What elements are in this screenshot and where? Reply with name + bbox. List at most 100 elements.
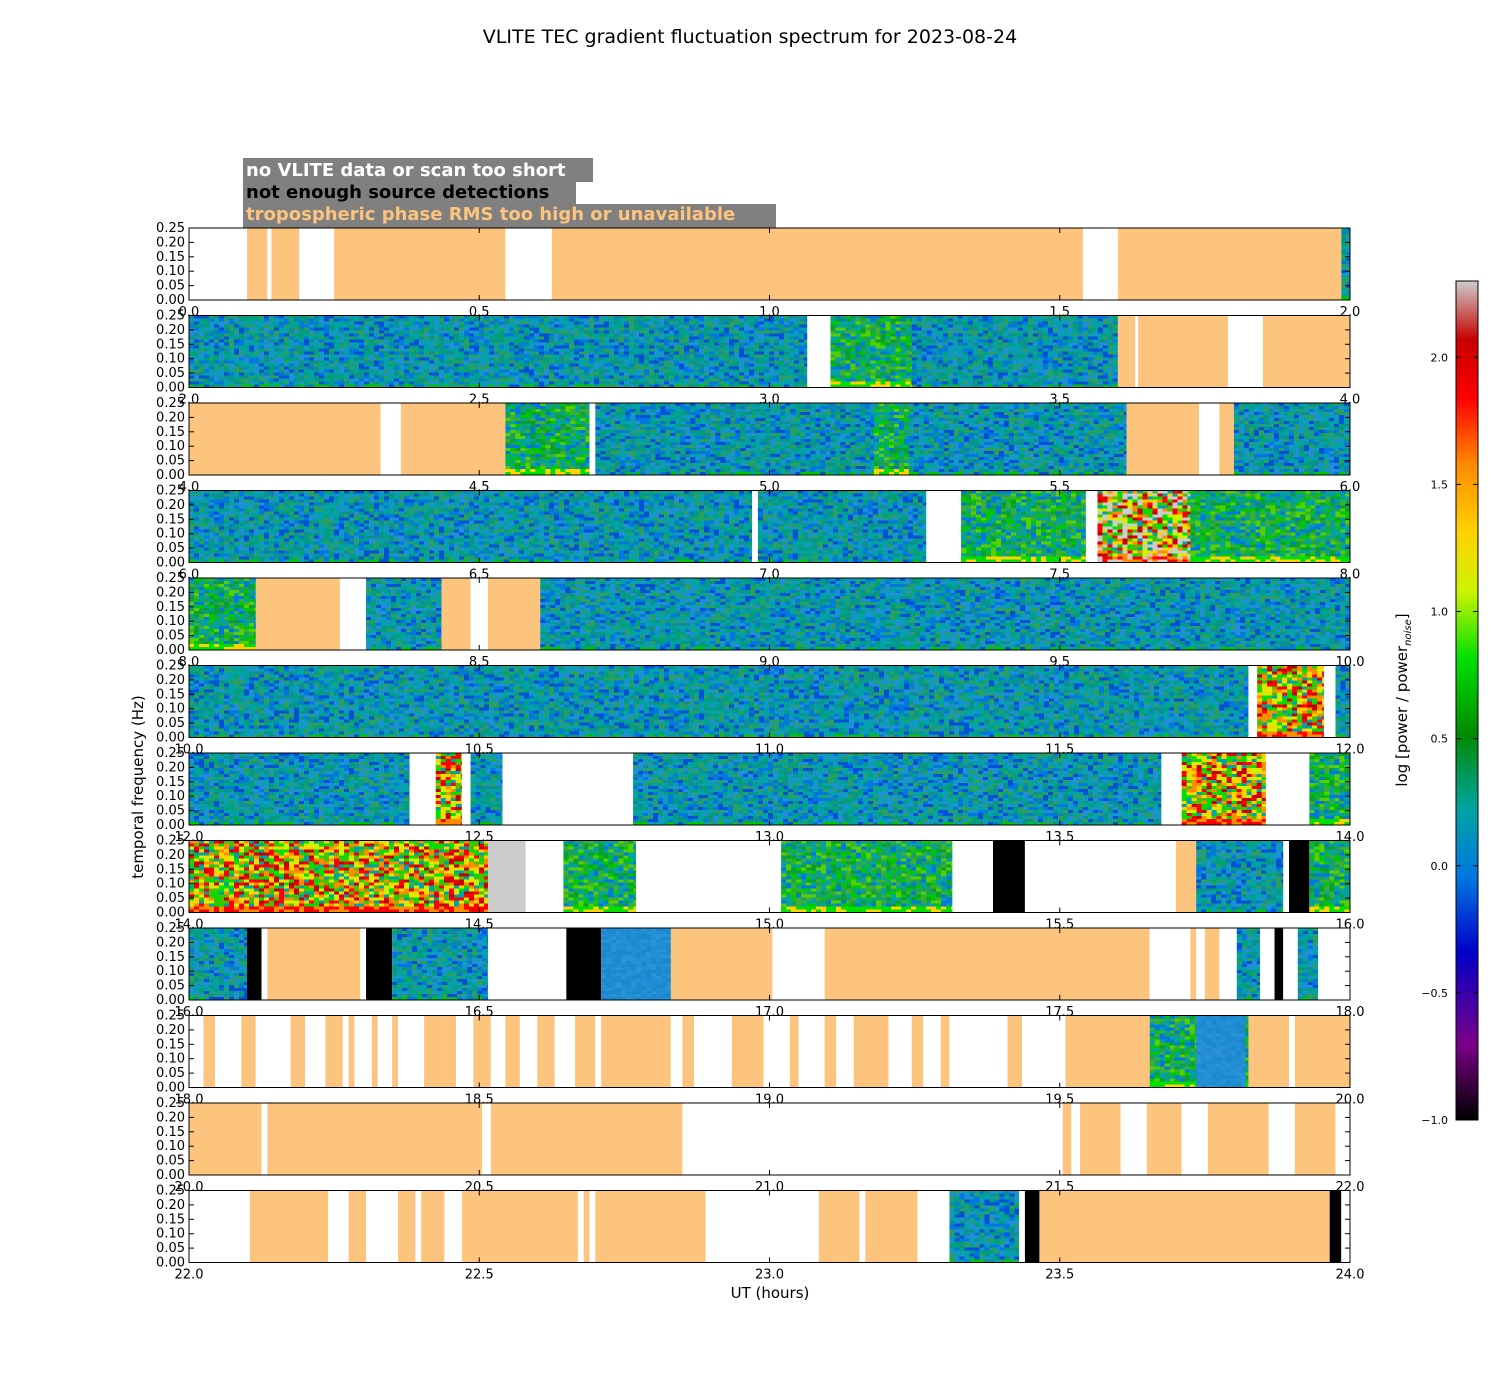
spectrum-cell bbox=[424, 331, 429, 334]
spectrum-cell bbox=[514, 319, 519, 322]
spectrum-cell bbox=[434, 358, 439, 361]
spectrum-cell bbox=[364, 334, 369, 337]
spectrum-cell bbox=[459, 334, 464, 337]
spectrum-cell bbox=[449, 328, 454, 331]
spectrum-cell bbox=[504, 343, 509, 346]
spectrum-cell bbox=[354, 346, 359, 349]
spectrum-cell bbox=[194, 334, 199, 337]
spectrum-cell bbox=[194, 328, 199, 331]
spectrum-cell bbox=[264, 325, 269, 328]
spectrum-cell bbox=[209, 340, 214, 343]
spectrum-cell bbox=[479, 349, 484, 352]
spectrum-cell bbox=[204, 367, 209, 370]
spectrum-cell bbox=[489, 355, 494, 358]
spectrum-cell bbox=[269, 319, 274, 322]
spectrum-cell bbox=[259, 343, 264, 346]
spectrum-cell bbox=[534, 370, 539, 373]
spectrum-cell bbox=[454, 346, 459, 349]
spectrum-cell bbox=[264, 382, 269, 385]
spectrum-cell bbox=[544, 343, 549, 346]
spectrum-cell bbox=[304, 322, 309, 325]
spectrum-cell bbox=[349, 376, 354, 379]
spectrum-cell bbox=[224, 334, 229, 337]
spectrum-cell bbox=[309, 373, 314, 376]
spectrum-cell bbox=[259, 358, 264, 361]
spectrum-cell bbox=[444, 373, 449, 376]
spectrum-cell bbox=[224, 346, 229, 349]
spectrum-cell bbox=[224, 376, 229, 379]
spectrum-cell bbox=[329, 376, 334, 379]
spectrum-cell bbox=[364, 319, 369, 322]
spectrum-cell bbox=[214, 349, 219, 352]
spectrum-cell bbox=[264, 322, 269, 325]
spectrum-cell bbox=[339, 346, 344, 349]
segment-white bbox=[299, 228, 334, 300]
spectrum-cell bbox=[454, 373, 459, 376]
spectrum-cell bbox=[324, 358, 329, 361]
spectrum-cell bbox=[289, 376, 294, 379]
spectrum-cell bbox=[469, 322, 474, 325]
spectrum-cell bbox=[234, 370, 239, 373]
spectrum-cell bbox=[214, 355, 219, 358]
segment-orange bbox=[271, 228, 299, 300]
spectrum-cell bbox=[1341, 261, 1346, 264]
spectrum-cell bbox=[379, 343, 384, 346]
spectrum-cell bbox=[334, 379, 339, 382]
spectrum-cell bbox=[1341, 264, 1346, 267]
spectrum-cell bbox=[269, 334, 274, 337]
spectrum-cell bbox=[234, 364, 239, 367]
spectrum-cell bbox=[324, 361, 329, 364]
spectrum-cell bbox=[274, 319, 279, 322]
spectrum-cell bbox=[409, 382, 414, 385]
spectrum-cell bbox=[494, 379, 499, 382]
spectrum-cell bbox=[204, 340, 209, 343]
spectrum-cell bbox=[374, 379, 379, 382]
spectrum-cell bbox=[384, 373, 389, 376]
spectrum-cell bbox=[394, 352, 399, 355]
spectrum-cell bbox=[359, 379, 364, 382]
spectrum-cell bbox=[494, 364, 499, 367]
spectrum-cell bbox=[389, 352, 394, 355]
spectrum-cell bbox=[334, 334, 339, 337]
spectrum-cell bbox=[514, 355, 519, 358]
spectrum-cell bbox=[364, 364, 369, 367]
spectrum-cell bbox=[454, 331, 459, 334]
spectrum-cell bbox=[364, 352, 369, 355]
spectrum-cell bbox=[429, 346, 434, 349]
spectrum-cell bbox=[504, 376, 509, 379]
spectrum-cell bbox=[499, 325, 504, 328]
spectrum-cell bbox=[279, 358, 284, 361]
spectrum-cell bbox=[319, 358, 324, 361]
spectrum-cell bbox=[474, 337, 479, 340]
spectrum-cell bbox=[529, 382, 534, 385]
spectrum-cell bbox=[409, 376, 414, 379]
spectrum-cell bbox=[399, 331, 404, 334]
spectrum-cell bbox=[464, 364, 469, 367]
spectrum-cell bbox=[444, 337, 449, 340]
spectrum-cell bbox=[364, 370, 369, 373]
spectrum-cell bbox=[449, 373, 454, 376]
spectrum-cell bbox=[294, 373, 299, 376]
spectrum-cell bbox=[299, 373, 304, 376]
spectrum-cell bbox=[329, 328, 334, 331]
spectrum-cell bbox=[544, 325, 549, 328]
spectrum-cell bbox=[209, 361, 214, 364]
spectrum-cell bbox=[534, 382, 539, 385]
spectrum-cell bbox=[229, 334, 234, 337]
spectrum-cell bbox=[224, 328, 229, 331]
spectrum-cell bbox=[339, 328, 344, 331]
spectrum-cell bbox=[339, 340, 344, 343]
legend-not-enough-detections: not enough source detections bbox=[246, 182, 549, 203]
spectrum-cell bbox=[274, 355, 279, 358]
spectrum-cell bbox=[224, 358, 229, 361]
spectrum-cell bbox=[299, 376, 304, 379]
spectrum-cell bbox=[284, 319, 289, 322]
spectrum-cell bbox=[299, 364, 304, 367]
spectrum-cell bbox=[389, 364, 394, 367]
spectrum-cell bbox=[214, 352, 219, 355]
spectrum-cell bbox=[219, 349, 224, 352]
spectrum-cell bbox=[494, 322, 499, 325]
spectrum-cell bbox=[484, 328, 489, 331]
spectrum-cell bbox=[219, 382, 224, 385]
spectrum-cell bbox=[449, 349, 454, 352]
